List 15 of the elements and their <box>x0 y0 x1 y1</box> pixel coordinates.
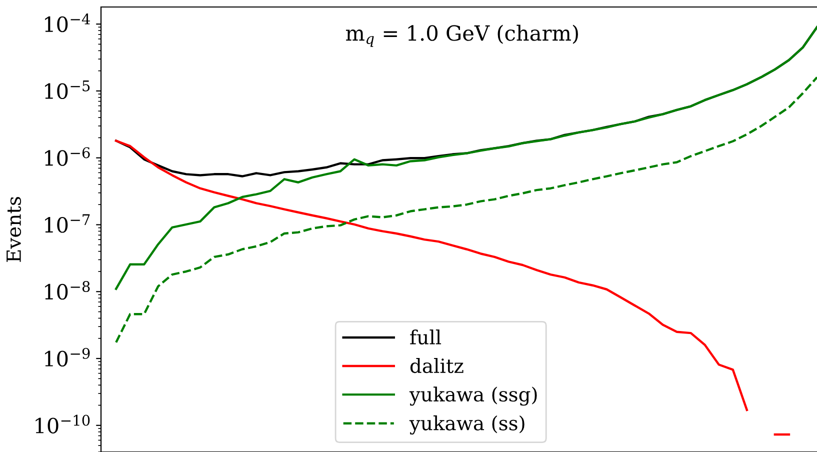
legend-label: dalitz <box>410 358 464 374</box>
y-tick-label: 10$^{−10}$ <box>36 414 90 434</box>
y-tick-label: 10$^{−7}$ <box>45 214 90 233</box>
y-axis-title: Events <box>6 197 22 262</box>
line-series <box>114 76 817 344</box>
y-tick-label: 10$^{−4}$ <box>45 13 90 32</box>
line-series <box>114 26 817 290</box>
legend-label: yukawa (ss) <box>409 415 524 434</box>
y-tick-label: 10$^{−8}$ <box>45 280 90 300</box>
y-tick-label: 10$^{−5}$ <box>45 80 90 100</box>
legend-label: yukawa (ssg) <box>409 386 537 406</box>
legend-label: full <box>410 330 442 345</box>
annotation: m$_{q}$ = 1.0 GeV (charm) <box>346 24 578 47</box>
y-tick-label: 10$^{−6}$ <box>45 147 90 166</box>
y-tick-label: 10$^{−9}$ <box>45 348 90 367</box>
